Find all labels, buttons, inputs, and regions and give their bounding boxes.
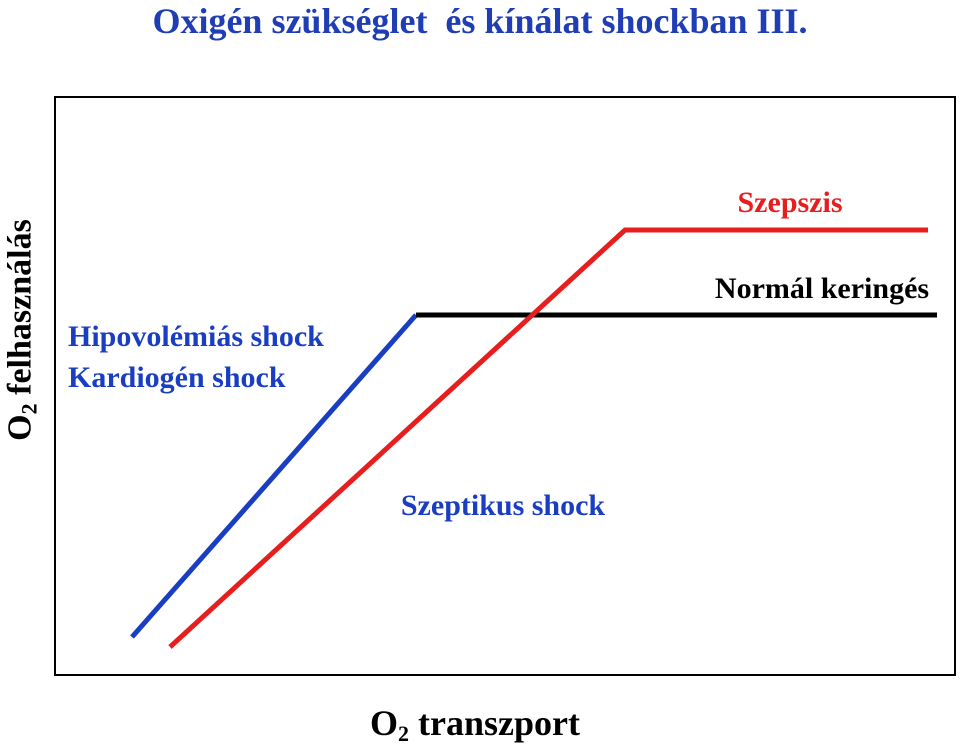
x-axis-label-prefix: O: [370, 703, 399, 743]
normal-circulation-label: Normál keringés: [715, 272, 929, 305]
hypovolemic-curve-line: [130, 313, 418, 639]
sepsis-curve-line: [168, 227, 928, 649]
slide-title: Oxigén szükséglet és kínálat shockban II…: [152, 1, 808, 41]
hypovolemic-shock-label: Hipovolémiás shock: [68, 320, 324, 353]
x-axis-label: O2 transzport: [370, 702, 580, 747]
x-axis-label-subscript: 2: [398, 721, 410, 746]
cardiogenic-shock-label: Kardiogén shock: [68, 361, 286, 394]
septic-shock-label: Szeptikus shock: [401, 489, 606, 522]
plot-frame: [54, 96, 956, 676]
x-axis-label-suffix: transzport: [409, 703, 580, 743]
sepsis-label: Szepszis: [738, 186, 843, 219]
